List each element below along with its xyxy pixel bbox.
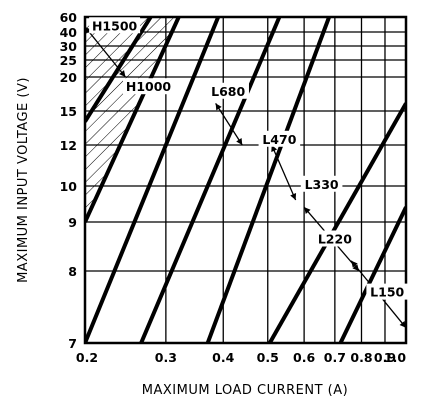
x-tick-label: 0.7: [324, 350, 346, 365]
y-tick-label: 60: [60, 10, 78, 25]
arrow-head: [236, 138, 243, 145]
series-line-h1000: [85, 17, 181, 223]
y-tick-label: 40: [60, 25, 78, 40]
annotation-label-l470: L470: [262, 132, 296, 147]
annotation-label-h1000: H1000: [126, 79, 172, 94]
arrow-head: [85, 26, 92, 34]
y-tick-label: 8: [68, 264, 77, 279]
annotation-label-l680: L680: [211, 84, 245, 99]
series-line-h1500: [85, 17, 153, 123]
series-line-l470: [139, 17, 282, 343]
x-tick-label: 0.2: [76, 350, 98, 365]
annotation-label-bg: [123, 78, 175, 95]
x-tick-label: 0.5: [257, 350, 279, 365]
y-tick-label: 15: [60, 104, 77, 119]
arrow-line: [84, 26, 126, 78]
x-tick-label: 0.4: [212, 350, 234, 365]
y-tick-label: 9: [68, 215, 77, 230]
arrow-head: [304, 207, 311, 214]
x-tick-label: 0.9: [374, 350, 396, 365]
annotation-label-bg: [207, 82, 249, 99]
annotation-label-l150: L150: [370, 285, 404, 300]
y-tick-label: 30: [60, 39, 78, 54]
arrow-head: [215, 103, 222, 111]
annotation-label-h1500: H1500: [92, 18, 138, 33]
x-tick-label: 0.8: [350, 350, 372, 365]
series-lines: [85, 17, 406, 343]
annotation-label-l220: L220: [318, 232, 352, 247]
arrow-head: [399, 320, 406, 328]
x-tick-label: 0.6: [293, 350, 315, 365]
annotation-label-bg: [300, 175, 343, 192]
series-line-l220: [267, 102, 406, 343]
y-tick-label: 20: [60, 70, 78, 85]
plot-border: [83, 15, 408, 345]
series-line-l330: [205, 17, 331, 343]
arrow-head: [351, 260, 358, 268]
x-tick-label: 0.3: [155, 350, 177, 365]
y-tick-label: 12: [60, 138, 77, 153]
arrow-head: [119, 70, 126, 77]
y-axis-title: MAXIMUM INPUT VOLTAGE (V): [16, 77, 31, 283]
annotation-label-l330: L330: [305, 177, 339, 192]
annotation-label-bg: [89, 17, 141, 34]
x-tick-label: 1.0: [384, 350, 406, 365]
series-line-l680: [85, 17, 221, 343]
y-tick-label: 25: [60, 53, 77, 68]
series-line-l150: [338, 206, 406, 343]
annotation-label-bg: [258, 130, 301, 147]
arrow-line: [271, 144, 297, 201]
annotation-label-bg: [314, 230, 356, 247]
arrow-head: [352, 264, 359, 271]
arrow-line: [215, 103, 243, 146]
annotation-label-bg: [366, 283, 408, 300]
plot-frame: [83, 15, 408, 345]
y-tick-label: 10: [60, 179, 78, 194]
arrow-head: [290, 192, 297, 200]
annotation-labels: H1500 H1000 L680 L470 L330 L220 L150: [89, 17, 408, 300]
x-axis-title: MAXIMUM LOAD CURRENT (A): [142, 383, 348, 398]
y-tick-label: 7: [68, 336, 77, 351]
